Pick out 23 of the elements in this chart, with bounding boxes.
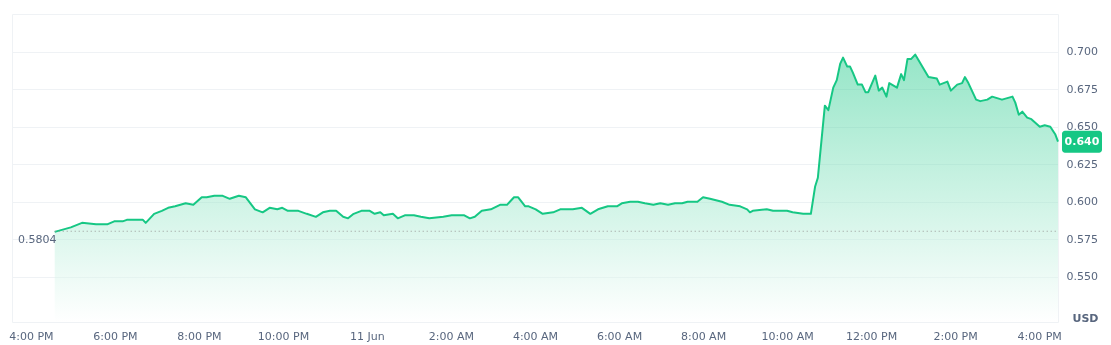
x-tick-label: 4:00 PM: [9, 329, 54, 343]
x-tick-label: 4:00 PM: [1017, 329, 1062, 343]
y-tick-label: 0.600: [1066, 195, 1098, 209]
x-tick-label: 12:00 PM: [845, 329, 898, 343]
ref-line-label: 0.5804: [18, 233, 57, 247]
y-tick-label: 0.700: [1066, 45, 1098, 59]
x-tick-label: 6:00 PM: [93, 329, 138, 343]
x-tick-label: 10:00 AM: [761, 329, 814, 343]
annotation: 0.640: [1064, 134, 1100, 148]
y-axis-title: USD: [1072, 311, 1099, 325]
x-tick-label: 11 Jun: [350, 329, 385, 343]
y-tick-label: 0.625: [1066, 157, 1098, 171]
y-tick-label: 0.675: [1066, 82, 1098, 96]
x-tick-label: 6:00 AM: [596, 329, 643, 343]
y-tick-label: 0.575: [1066, 232, 1098, 246]
x-tick-label: 2:00 PM: [933, 329, 978, 343]
x-tick-label: 10:00 PM: [257, 329, 310, 343]
x-tick-label: 8:00 AM: [680, 329, 727, 343]
x-tick-label: 8:00 PM: [177, 329, 222, 343]
x-tick-label: 4:00 AM: [512, 329, 559, 343]
y-tick-label: 0.650: [1066, 120, 1098, 134]
x-tick-label: 2:00 AM: [428, 329, 475, 343]
y-tick-label: 0.550: [1066, 270, 1098, 284]
